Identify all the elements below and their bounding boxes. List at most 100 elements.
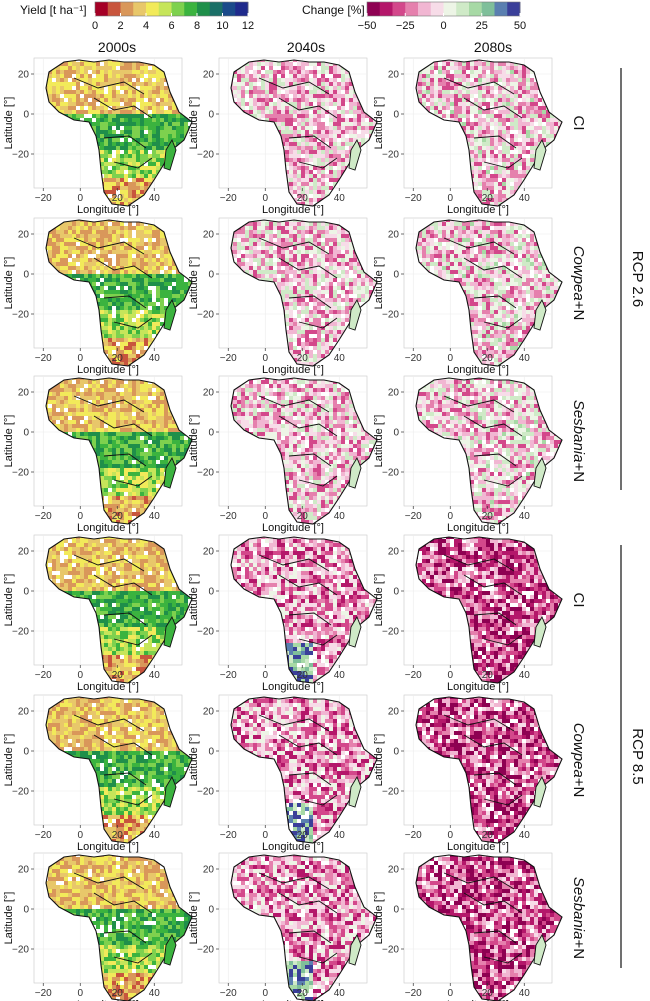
map-cell: [64, 234, 68, 238]
country-borders: [73, 77, 153, 169]
map-cell: [514, 114, 518, 118]
map-cell: [345, 70, 349, 74]
map-cell: [297, 190, 301, 194]
map-cell: [458, 82, 462, 86]
map-cell: [112, 174, 116, 178]
map-cell: [438, 90, 442, 94]
map-cell: [160, 86, 164, 90]
map-cell: [510, 162, 514, 166]
map-cell: [184, 82, 188, 86]
map-cell: [510, 186, 514, 190]
map-cell: [377, 66, 381, 70]
map-cell: [514, 182, 518, 186]
map-cell: [442, 94, 446, 98]
map-cell: [76, 94, 80, 98]
map-cell: [518, 126, 522, 130]
map-cell: [84, 190, 88, 194]
map-cell: [120, 74, 124, 78]
map-cell: [168, 266, 172, 270]
map-cell: [168, 262, 172, 266]
map-cell: [84, 246, 88, 250]
map-cell: [317, 62, 321, 66]
map-cell: [554, 162, 558, 166]
map-cell: [257, 82, 261, 86]
map-cell: [502, 98, 506, 102]
map-cell: [285, 78, 289, 82]
map-cell: [301, 70, 305, 74]
map-cell: [442, 190, 446, 194]
map-cell: [530, 202, 534, 206]
map-cell: [494, 98, 498, 102]
map-cell: [514, 86, 518, 90]
map-cell: [446, 106, 450, 110]
map-cell: [108, 258, 112, 262]
map-cell: [373, 158, 377, 162]
map-cell: [92, 242, 96, 246]
map-cell: [144, 166, 148, 170]
map-cell: [542, 206, 546, 210]
map-cell: [470, 142, 474, 146]
map-cell: [305, 178, 309, 182]
map-cell: [526, 86, 530, 90]
map-cell: [293, 150, 297, 154]
map-cell: [522, 146, 526, 150]
map-cell: [80, 266, 84, 270]
map-cell: [132, 170, 136, 174]
map-cell: [438, 114, 442, 118]
map-cell: [84, 234, 88, 238]
map-cell: [48, 70, 52, 74]
map-cell: [172, 114, 176, 118]
map-cell: [128, 262, 132, 266]
map-cell: [498, 134, 502, 138]
map-cell: [317, 190, 321, 194]
map-cell: [297, 62, 301, 66]
map-cell: [474, 90, 478, 94]
map-cell: [160, 242, 164, 246]
map-cell: [317, 82, 321, 86]
map-cell: [305, 118, 309, 122]
map-cell: [554, 202, 558, 206]
map-cell: [522, 82, 526, 86]
map-cell: [156, 254, 160, 258]
map-cell: [140, 114, 144, 118]
map-cell: [297, 98, 301, 102]
map-cell: [140, 122, 144, 126]
map-cell: [285, 154, 289, 158]
map-cell: [92, 82, 96, 86]
map-cell: [297, 198, 301, 202]
map-cell: [68, 82, 72, 86]
map-cell: [486, 198, 490, 202]
map-cell: [144, 134, 148, 138]
map-cell: [538, 194, 542, 198]
map-cell: [156, 110, 160, 114]
map-cell: [482, 170, 486, 174]
map-cell: [277, 74, 281, 78]
map-cell: [148, 174, 152, 178]
map-cell: [301, 130, 305, 134]
map-cell: [466, 74, 470, 78]
map-cell: [136, 94, 140, 98]
map-cell: [486, 146, 490, 150]
map-cell: [84, 230, 88, 234]
map-cell: [422, 202, 426, 206]
yield-legend-swatch: [184, 2, 198, 16]
map-cell: [108, 238, 112, 242]
map-cell: [494, 90, 498, 94]
map-cell: [550, 122, 554, 126]
map-cell: [184, 154, 188, 158]
map-cell: [136, 142, 140, 146]
map-cell: [136, 266, 140, 270]
map-cell: [482, 146, 486, 150]
map-cell: [116, 114, 120, 118]
map-cell: [498, 90, 502, 94]
map-cell: [132, 122, 136, 126]
map-cell: [112, 222, 116, 226]
map-cell: [92, 90, 96, 94]
map-cell: [482, 138, 486, 142]
map-cell: [430, 102, 434, 106]
map-cell: [140, 178, 144, 182]
map-cell: [108, 222, 112, 226]
map-cell: [506, 70, 510, 74]
map-cell: [144, 90, 148, 94]
map-cell: [337, 114, 341, 118]
